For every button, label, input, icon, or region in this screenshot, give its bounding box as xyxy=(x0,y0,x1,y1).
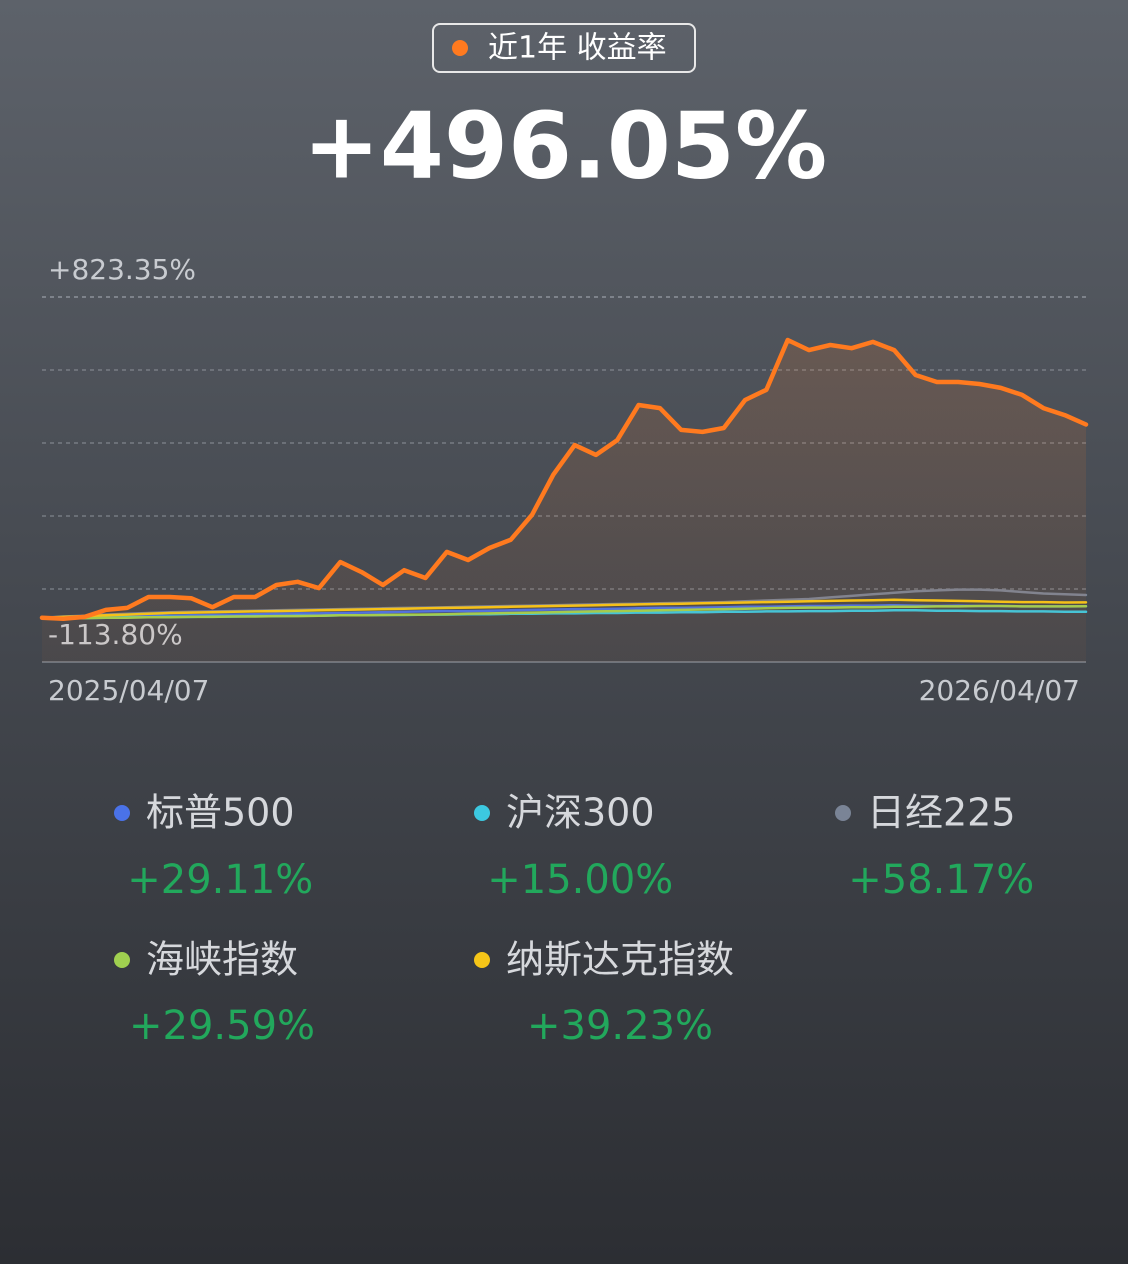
legend-return: +29.59% xyxy=(129,1003,315,1049)
series-line xyxy=(39,337,1089,622)
legend-name[interactable]: 日经225 xyxy=(867,791,1016,835)
legend-name[interactable]: 海峡指数 xyxy=(146,938,298,982)
badge-label: 近1年 收益率 xyxy=(488,31,667,66)
legend-dot xyxy=(835,805,851,821)
legend-dot xyxy=(114,805,130,821)
legend-dot xyxy=(114,952,130,968)
legend-return: +29.11% xyxy=(127,857,313,903)
x-tick-label: 2026/04/07 xyxy=(919,674,1080,707)
y-tick-label: +823.35% xyxy=(48,253,196,286)
x-tick-label: 2025/04/07 xyxy=(48,674,209,707)
badge-dot xyxy=(452,40,468,56)
legend-return: +39.23% xyxy=(527,1003,713,1049)
period-badge[interactable] xyxy=(432,23,696,73)
legend-dot xyxy=(474,805,490,821)
headline-return: +496.05% xyxy=(303,92,827,199)
legend-name[interactable]: 标普500 xyxy=(146,791,295,835)
legend-return: +15.00% xyxy=(487,857,673,903)
legend-name[interactable]: 纳斯达克指数 xyxy=(506,938,734,982)
legend-dot xyxy=(474,952,490,968)
legend-return: +58.17% xyxy=(848,857,1034,903)
area-fill xyxy=(42,340,1086,662)
legend-name[interactable]: 沪深300 xyxy=(506,791,655,835)
